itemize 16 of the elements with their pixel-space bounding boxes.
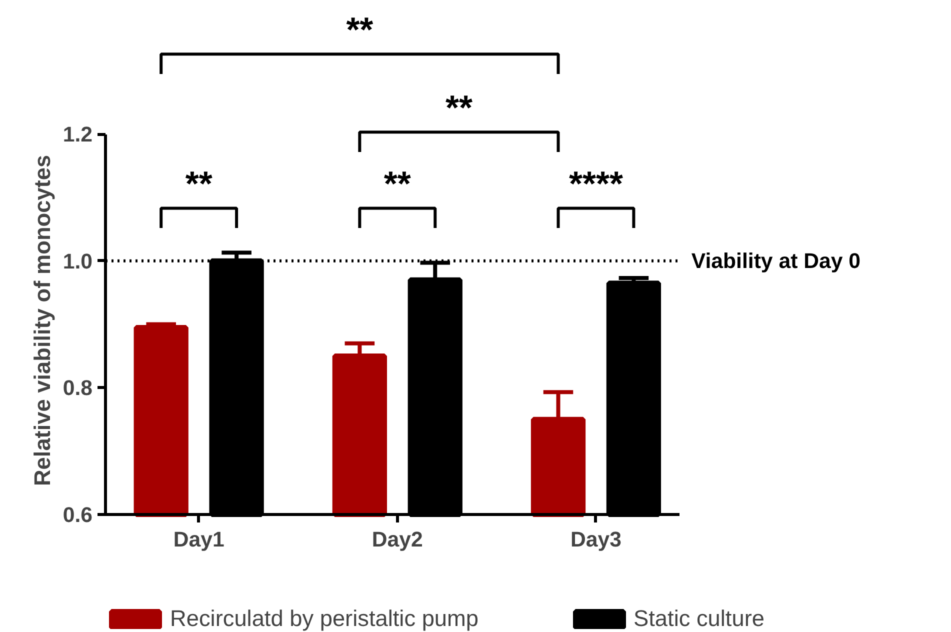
text: ** [445, 90, 473, 128]
legend-label: Static culture [634, 605, 764, 632]
ref-line-label: Viability at Day 0 [691, 248, 861, 273]
x-tick-label: Day2 [372, 528, 423, 552]
y-tick-label: 1.2 [62, 122, 93, 147]
y-tick-label: 0.6 [62, 503, 93, 528]
text: ** [346, 12, 374, 50]
annotation: ** [185, 166, 213, 204]
x-tick-label: Day1 [173, 528, 224, 552]
x-tick-label: Day3 [570, 528, 622, 552]
annotation: **** [569, 166, 624, 204]
annotation: ** [384, 166, 412, 204]
y-tick-label: 1.0 [62, 249, 93, 274]
y-axis-title: Relative viability of monocytes [28, 154, 55, 486]
y-tick-label: 0.8 [62, 376, 93, 400]
legend-label: Recirculatd by peristaltic pump [170, 605, 479, 632]
